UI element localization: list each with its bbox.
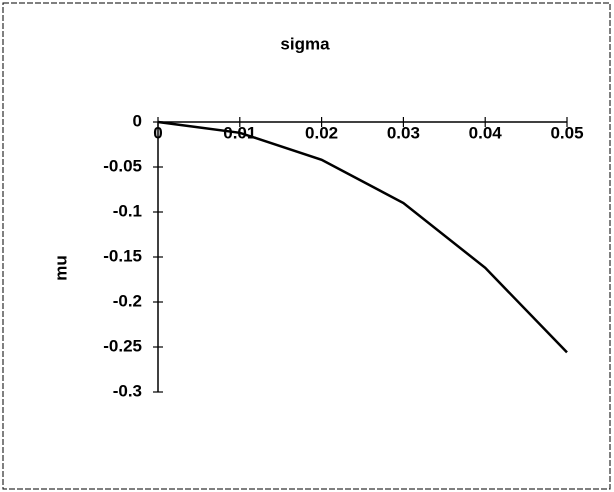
- y-axis-title: mu: [51, 255, 70, 281]
- x-tick-label: 0.03: [387, 123, 420, 142]
- data-line: [157, 120, 568, 354]
- x-tick-label: 0.05: [550, 123, 583, 142]
- x-tick-label: 0.04: [469, 123, 503, 142]
- y-tick-label: -0.1: [113, 201, 142, 220]
- y-tick-label: -0.05: [103, 156, 142, 175]
- y-tick-label: -0.25: [103, 336, 142, 355]
- x-tick-label: 0.02: [305, 123, 338, 142]
- y-tick-label: -0.2: [113, 291, 142, 310]
- x-tick-label: 0: [153, 123, 162, 142]
- y-tick-label: 0: [133, 111, 142, 130]
- y-tick-label: -0.3: [113, 381, 142, 400]
- y-tick-label: -0.15: [103, 246, 142, 265]
- chart-title: sigma: [280, 34, 330, 53]
